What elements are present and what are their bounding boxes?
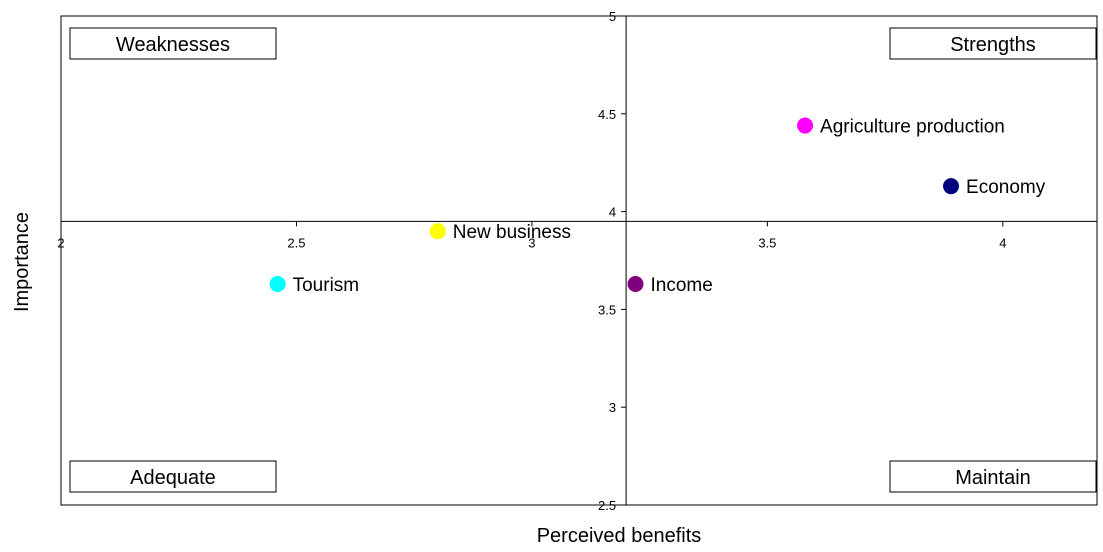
x-tick-label: 2.5: [287, 235, 305, 250]
quadrant-label-box: [889, 460, 1097, 493]
quadrant-label-text: Weaknesses: [116, 34, 230, 56]
data-point-label: Income: [651, 275, 713, 296]
y-tick-label: 4: [609, 205, 616, 220]
y-tick-label: 2.5: [598, 498, 616, 513]
data-point-label: Economy: [966, 177, 1046, 198]
plot-area: [60, 15, 1098, 506]
quadrant-label-strengths: Strengths: [889, 27, 1097, 60]
x-axis-label: Perceived benefits: [537, 525, 702, 547]
quadrant-label-adequate: Adequate: [69, 460, 277, 493]
data-point: [627, 275, 644, 292]
quadrant-label-box: [69, 27, 277, 60]
y-axis-label: Importance: [11, 212, 33, 312]
data-point-label: Agriculture production: [820, 117, 1005, 138]
quadrant-label-text: Adequate: [130, 467, 216, 489]
x-tick-label: 3.5: [758, 235, 776, 250]
x-tick-label: 3: [528, 235, 535, 250]
x-tick-label: 4: [999, 235, 1006, 250]
data-point-label: New business: [453, 222, 571, 243]
data-point: [943, 178, 960, 195]
quadrant-label-weaknesses: Weaknesses: [69, 27, 277, 60]
y-tick-label: 3: [609, 400, 616, 415]
x-tick-label: 2: [57, 235, 64, 250]
y-tick-label: 3.5: [598, 302, 616, 317]
quadrant-label-box: [69, 460, 277, 493]
quadrant-label-maintain: Maintain: [889, 460, 1097, 493]
y-tick-label: 4.5: [598, 107, 616, 122]
y-tick-label: 5: [609, 9, 616, 24]
data-point: [429, 223, 446, 240]
data-point: [797, 117, 814, 134]
data-point-label: Tourism: [293, 275, 360, 296]
quadrant-label-text: Strengths: [950, 34, 1036, 56]
quadrant-label-box: [889, 27, 1097, 60]
data-point: [269, 275, 286, 292]
quadrant-label-text: Maintain: [955, 467, 1031, 489]
